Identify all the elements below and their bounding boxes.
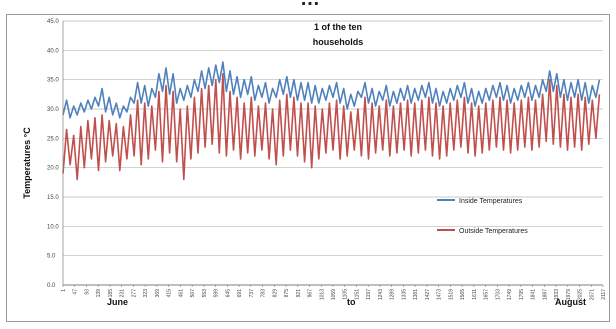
x-tick-label: 1473	[437, 289, 443, 300]
x-tick-label: 277	[131, 289, 137, 298]
x-tick-label: 139	[96, 289, 102, 298]
y-tick-label: 40.0	[47, 48, 59, 54]
x-tick-label: 2117	[601, 289, 607, 300]
chart-title-line-2: households	[313, 37, 364, 47]
x-tick-label: 599	[214, 289, 220, 298]
cropped-top-text: …	[260, 0, 360, 13]
x-tick-label: 1795	[519, 289, 525, 300]
legend-label-inside: Inside Temperatures	[459, 198, 523, 205]
x-tick-label: 829	[272, 289, 278, 298]
x-axis-ticks: 1 47 93 139 185 231 277 323 369 415 461 507 553 599 64…	[61, 285, 607, 300]
y-tick-label: 10.0	[47, 224, 59, 230]
y-tick-label: 0.0	[47, 283, 56, 289]
month-label-middle: to	[347, 297, 356, 307]
x-tick-label: 461	[178, 289, 184, 298]
x-tick-label: 737	[249, 289, 255, 298]
x-tick-label: 47	[73, 289, 79, 295]
x-tick-label: 1519	[448, 289, 454, 300]
x-tick-label: 875	[284, 289, 290, 298]
x-tick-label: 1979	[566, 289, 572, 300]
x-tick-label: 1427	[425, 289, 431, 300]
y-tick-label: 45.0	[47, 19, 59, 25]
y-tick-label: 5.0	[47, 254, 56, 260]
x-tick-label: 967	[308, 289, 314, 298]
x-tick-label: 1013	[319, 289, 325, 300]
line-chart: 0.0 5.0 10.0 15.0 20.0 25.0 30.0 35.0 40.0 45.0 1…	[22, 19, 607, 307]
x-tick-label: 1151	[354, 289, 360, 300]
x-tick-label: 1	[61, 289, 67, 292]
x-tick-label: 2025	[578, 289, 584, 300]
x-tick-label: 1887	[542, 289, 548, 300]
y-axis-label: Temperatures °C	[22, 127, 32, 199]
legend: Inside Temperatures Outside Temperatures	[437, 198, 528, 235]
inside-temperature-line	[62, 61, 601, 119]
y-tick-label: 15.0	[47, 195, 59, 201]
chart-frame: 0.0 5.0 10.0 15.0 20.0 25.0 30.0 35.0 40.0 45.0 1…	[6, 14, 610, 322]
x-axis	[62, 21, 603, 286]
month-label-end: August	[555, 297, 586, 307]
outside-temperature-line	[62, 72, 601, 181]
y-tick-label: 20.0	[47, 166, 59, 172]
x-tick-label: 1611	[472, 289, 478, 300]
x-tick-label: 645	[225, 289, 231, 298]
x-tick-label: 415	[167, 289, 173, 298]
x-tick-label: 185	[108, 289, 114, 298]
x-tick-label: 921	[296, 289, 302, 298]
month-label-start: June	[107, 297, 128, 307]
x-tick-label: 323	[143, 289, 149, 298]
x-tick-label: 783	[261, 289, 267, 298]
y-tick-label: 25.0	[47, 136, 59, 142]
x-tick-label: 691	[237, 289, 243, 298]
x-tick-label: 1841	[531, 289, 537, 300]
x-tick-label: 1335	[401, 289, 407, 300]
gridlines	[63, 20, 603, 286]
y-tick-label: 35.0	[47, 78, 59, 84]
x-tick-label: 369	[155, 289, 161, 298]
x-tick-label: 93	[84, 289, 90, 295]
x-tick-label: 1565	[460, 289, 466, 300]
x-tick-label: 1933	[554, 289, 560, 300]
x-tick-label: 1657	[484, 289, 490, 300]
x-tick-label: 2071	[589, 289, 595, 300]
y-axis-ticks: 0.0 5.0 10.0 15.0 20.0 25.0 30.0 35.0 40.0 45.0	[47, 19, 59, 289]
x-tick-label: 1197	[366, 289, 372, 300]
x-tick-label: 553	[202, 289, 208, 298]
x-tick-label: 231	[120, 289, 126, 298]
x-tick-label: 1749	[507, 289, 513, 300]
legend-label-outside: Outside Temperatures	[459, 228, 528, 235]
x-tick-label: 1381	[413, 289, 419, 300]
x-tick-label: 1289	[390, 289, 396, 300]
chart-title-line-1: 1 of the ten	[314, 22, 362, 32]
x-tick-label: 1703	[495, 289, 501, 300]
x-tick-label: 1105	[343, 289, 349, 300]
series-layer	[62, 61, 601, 181]
x-tick-label: 507	[190, 289, 196, 298]
x-tick-label: 1243	[378, 289, 384, 300]
x-tick-label: 1059	[331, 289, 337, 300]
y-tick-label: 30.0	[47, 107, 59, 113]
